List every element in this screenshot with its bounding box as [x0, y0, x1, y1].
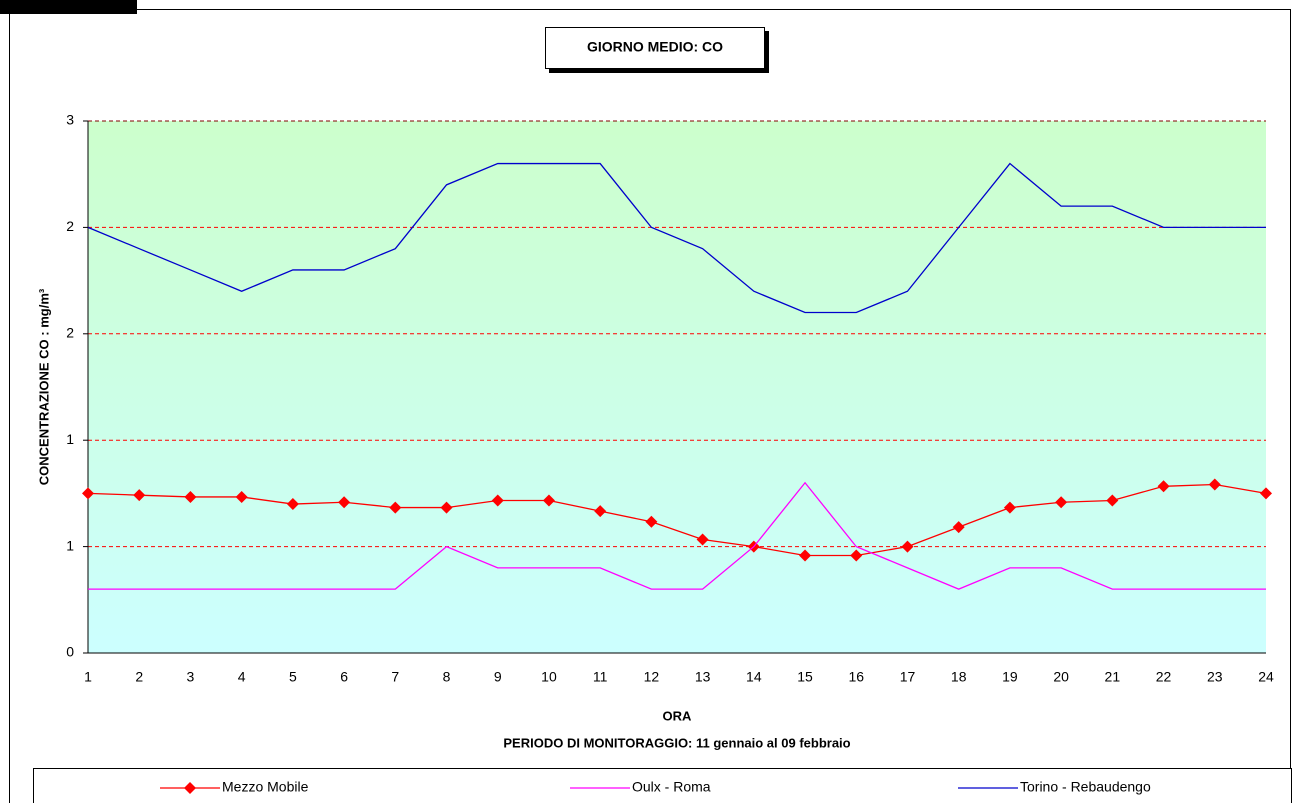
legend: Mezzo Mobile Oulx - Roma Torino - Rebauden…	[160, 779, 1151, 795]
legend-label: Torino - Rebaudengo	[1020, 779, 1151, 795]
legend-label: Oulx - Roma	[632, 779, 711, 795]
x-tick-label: 9	[494, 669, 502, 685]
data-point	[440, 501, 453, 514]
series-line	[88, 481, 1266, 590]
chart-frame	[9, 9, 1291, 803]
y-tick-label: 0	[66, 644, 74, 660]
y-axis-label: CONCENTRAZIONE CO : mg/m³	[36, 288, 51, 485]
plot-area	[88, 121, 1266, 653]
x-tick-label: 18	[951, 669, 967, 685]
x-tick-label: 10	[541, 669, 557, 685]
legend-marker	[184, 782, 196, 794]
x-tick-label: 17	[900, 669, 916, 685]
x-tick-label: 8	[443, 669, 451, 685]
x-tick-label: 24	[1258, 669, 1274, 685]
data-point	[184, 490, 197, 503]
data-point	[133, 489, 146, 502]
x-tick-label: 1	[84, 669, 92, 685]
x-tick-label: 11	[593, 669, 608, 685]
series-line	[87, 483, 1267, 557]
subtitle: PERIODO DI MONITORAGGIO: 11 gennaio al 0…	[503, 735, 850, 750]
data-point	[235, 490, 248, 503]
y-tick-label: 1	[66, 431, 74, 447]
data-point	[1208, 478, 1221, 491]
y-tick-label: 1	[66, 537, 74, 553]
x-tick-label: 20	[1053, 669, 1069, 685]
data-point	[286, 498, 299, 511]
title-box	[545, 27, 765, 69]
y-tick-label: 3	[66, 112, 74, 128]
x-tick-label: 3	[187, 669, 195, 685]
series-line	[87, 162, 1266, 314]
data-point	[1055, 496, 1068, 509]
x-axis-label: ORA	[663, 708, 693, 723]
data-point	[850, 549, 863, 562]
x-tick-label: 14	[746, 669, 762, 685]
x-tick-label: 5	[289, 669, 297, 685]
data-point	[696, 533, 709, 546]
x-tick-label: 7	[391, 669, 399, 685]
header-block	[0, 0, 137, 14]
data-point	[542, 494, 555, 507]
y-tick-label: 2	[66, 325, 74, 341]
x-tick-label: 6	[340, 669, 348, 685]
x-tick-label: 15	[797, 669, 813, 685]
data-point	[645, 515, 658, 528]
x-tick-label: 12	[644, 669, 660, 685]
legend-box	[33, 768, 1292, 803]
data-point	[1157, 480, 1170, 493]
data-point	[82, 487, 94, 500]
x-tick-label: 13	[695, 669, 711, 685]
data-point	[901, 540, 914, 553]
data-point	[952, 521, 965, 534]
data-point	[1260, 487, 1272, 500]
x-tick-label: 22	[1156, 669, 1172, 685]
x-tick-label: 19	[1002, 669, 1018, 685]
data-point	[594, 505, 607, 518]
chart-title: GIORNO MEDIO: CO	[587, 39, 723, 55]
data-point	[338, 496, 351, 509]
data-point	[1106, 494, 1119, 507]
y-tick-label: 2	[66, 218, 74, 234]
x-tick-label: 16	[848, 669, 864, 685]
x-tick-label: 21	[1105, 669, 1121, 685]
x-tick-label: 2	[135, 669, 143, 685]
data-point	[799, 549, 812, 562]
data-point	[491, 494, 504, 507]
x-tick-label: 23	[1207, 669, 1223, 685]
legend-label: Mezzo Mobile	[222, 779, 309, 795]
x-tick-label: 4	[238, 669, 246, 685]
data-point	[1003, 501, 1016, 514]
data-point	[389, 501, 402, 514]
